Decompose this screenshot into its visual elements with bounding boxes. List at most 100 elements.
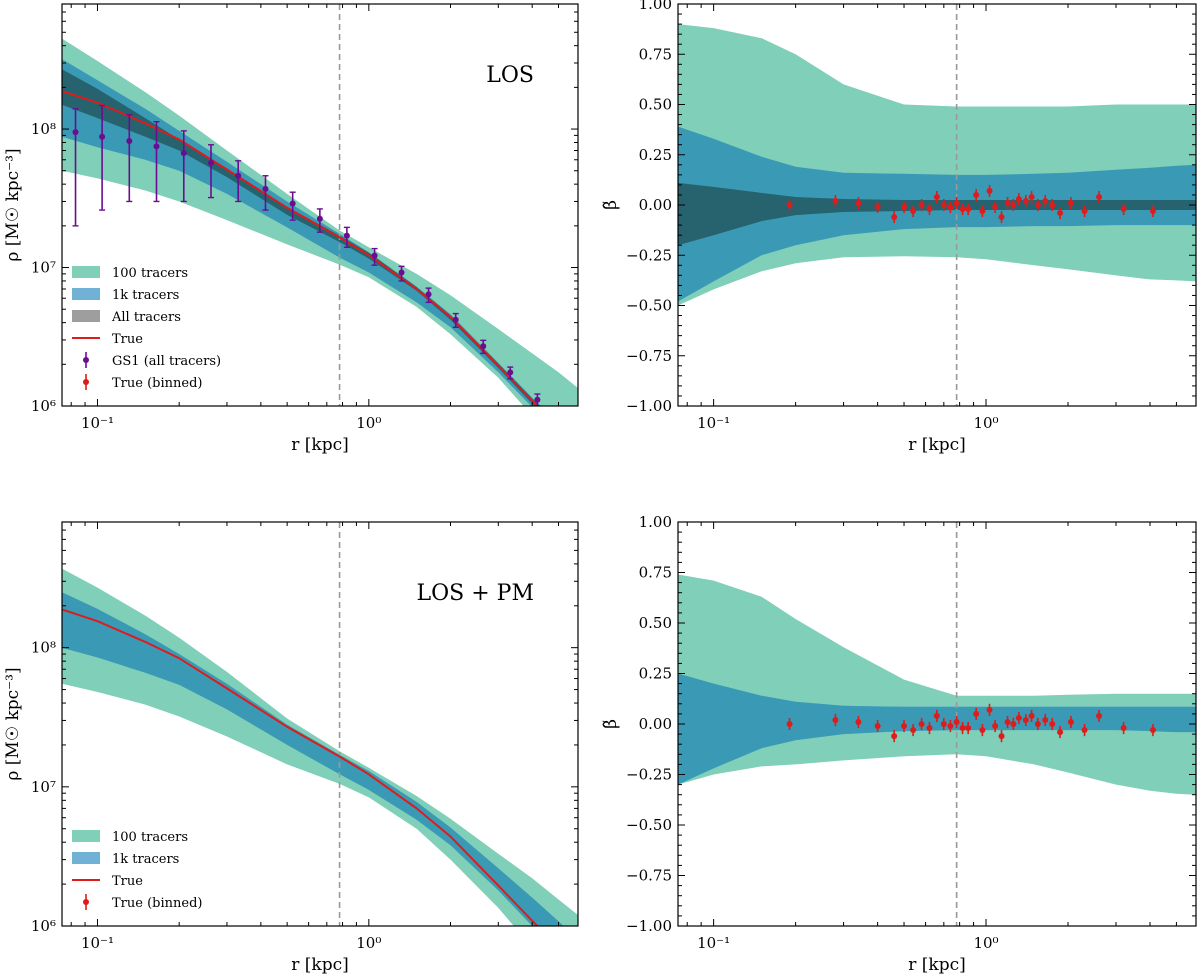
gs1-marker [235,172,242,179]
band-100-tracers [678,574,1196,795]
binned-point [901,719,908,733]
gs1-point [180,130,187,203]
x-axis-label: r [kpc] [908,955,966,975]
legend-item: True (binned) [83,374,202,391]
x-tick-label: 10⁰ [356,934,381,952]
binned-marker [1081,727,1088,734]
x-tick-label: 10⁰ [973,414,998,432]
binned-point [947,719,954,733]
legend-marker [83,899,89,905]
legend-item: 100 tracers [72,830,188,845]
x-tick-label: 10⁻¹ [81,414,114,432]
y-axis-label: β̃ [601,719,621,729]
legend-swatch [72,852,100,864]
binned-point [1004,196,1011,210]
legend-item: True [72,332,143,347]
binned-point [1022,194,1029,208]
density-panel-los-pm: 10⁻¹ 10⁰ 10⁶ 10⁷ 10⁸ r [kpc] ρ [M☉ kpc⁻³] LOS +… [3,521,579,975]
binned-point [1067,715,1074,729]
plot-area [62,522,578,926]
y-tick-label: −0.50 [626,297,672,315]
y-tick-label: 1.00 [639,513,672,531]
gs1-point [235,160,242,203]
binned-point [891,730,898,743]
binned-point [1034,717,1041,731]
legend-item: 1k tracers [72,852,179,867]
legend-item: 100 tracers [72,266,188,281]
legend-label: All tracers [111,310,181,325]
axes-frame [61,521,579,927]
y-tick-label: 10⁷ [31,259,56,277]
binned-marker [1010,202,1017,208]
binned-point [1096,190,1103,203]
y-tick-label: −0.25 [626,246,672,264]
x-tick-label: 10⁻¹ [81,934,114,952]
binned-point [940,198,947,212]
gs1-point [262,175,269,211]
gs1-marker [72,129,79,136]
binned-point [992,719,999,733]
binned-marker [901,204,908,211]
binned-point [786,717,793,731]
legend: 100 tracers 1k tracers All tracers True GS1 … [72,266,221,391]
x-ticks [686,4,1177,406]
binned-point [1022,713,1029,727]
legend-item: All tracers [72,310,181,325]
legend-marker [83,379,89,385]
gs1-marker [126,137,133,144]
y-tick-label: 10⁷ [31,778,56,796]
binned-marker [1015,714,1022,721]
binned-marker [1010,721,1017,727]
gs1-marker [262,185,269,192]
binned-marker [855,718,862,725]
binned-point [832,713,839,727]
binned-marker [1042,197,1049,204]
gs1-point [480,339,487,355]
density-panel-los: 10⁻¹ 10⁰ 10⁶ 10⁷ 10⁸ r [kpc] ρ [M☉ kpc⁻³] LOS 10… [3,3,579,455]
binned-marker [992,723,999,730]
y-tick-label: 0.50 [639,96,672,114]
panel-label: LOS + PM [417,581,534,606]
legend-label: True [112,874,143,889]
binned-marker [874,204,881,211]
binned-marker [910,208,917,215]
binned-marker [1034,202,1041,208]
y-tick-label: −0.75 [626,867,672,885]
binned-marker [891,214,898,221]
binned-point [1057,726,1064,739]
binned-marker [1004,718,1011,725]
plot-area [62,4,578,406]
binned-marker [973,710,980,717]
y-axis-label: β̃ [601,200,621,210]
binned-point [992,200,999,214]
legend-label: 1k tracers [112,288,179,303]
gs1-point [72,108,79,227]
binned-point [947,200,954,214]
binned-point [933,709,940,722]
binned-marker [926,725,933,732]
legend-item: 1k tracers [72,288,179,303]
binned-marker [986,187,993,194]
y-tick-label: 1.00 [639,0,672,13]
plot-area [678,522,1196,926]
y-ticks [678,521,1196,927]
gs1-point [343,226,350,248]
binned-marker [1149,727,1156,734]
binned-marker [1096,193,1103,200]
gs1-point [99,104,106,211]
binned-point [874,719,881,733]
true-curve [62,608,539,926]
binned-point [973,188,980,201]
binned-point [1120,721,1127,735]
y-ticks [62,521,578,927]
binned-marker [953,199,960,206]
plot-area [678,4,1196,406]
binned-point [1010,717,1017,731]
binned-marker [973,191,980,198]
binned-point [1004,715,1011,729]
gs1-point [425,287,432,304]
gs1-marker [452,316,459,323]
binned-point [1015,192,1022,205]
x-ticks [686,522,1177,926]
binned-point [959,721,966,735]
